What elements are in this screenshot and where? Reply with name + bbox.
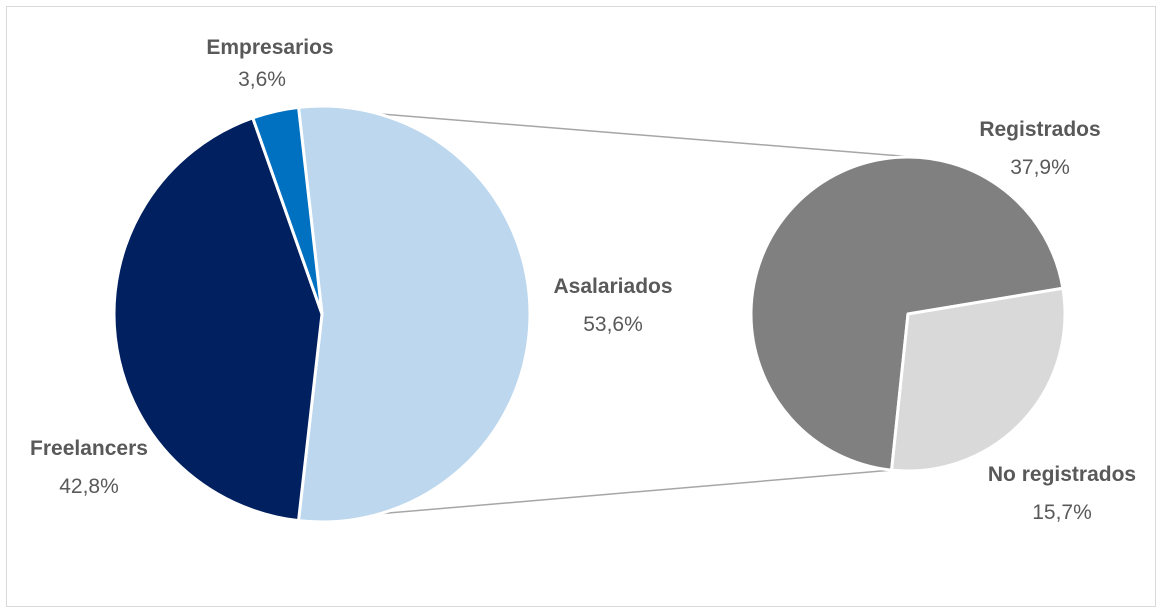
connector-line-top [298, 106, 925, 159]
label-empresarios-name: Empresarios [206, 36, 333, 59]
main-pie [112, 104, 532, 524]
slice-empresarios [251, 105, 324, 316]
secondary-pie [749, 155, 1067, 473]
label-asalariados-value: 53,6% [583, 313, 643, 336]
label-registrados-value: 37,9% [1010, 156, 1070, 179]
slice-no-registrados [890, 286, 1067, 473]
label-freelancers-name: Freelancers [30, 437, 148, 460]
label-asalariados-name: Asalariados [553, 275, 672, 298]
connector-lines [298, 106, 925, 522]
label-registrados-name: Registrados [979, 118, 1100, 141]
label-no-registrados-name: No registrados [988, 463, 1136, 486]
slice-asalariados [297, 104, 532, 524]
slice-freelancers [112, 116, 324, 523]
label-no-registrados-value: 15,7% [1032, 501, 1092, 524]
label-empresarios-value: 3,6% [238, 68, 286, 91]
connector-line-bottom [298, 469, 892, 522]
label-freelancers-value: 42,8% [59, 475, 119, 498]
